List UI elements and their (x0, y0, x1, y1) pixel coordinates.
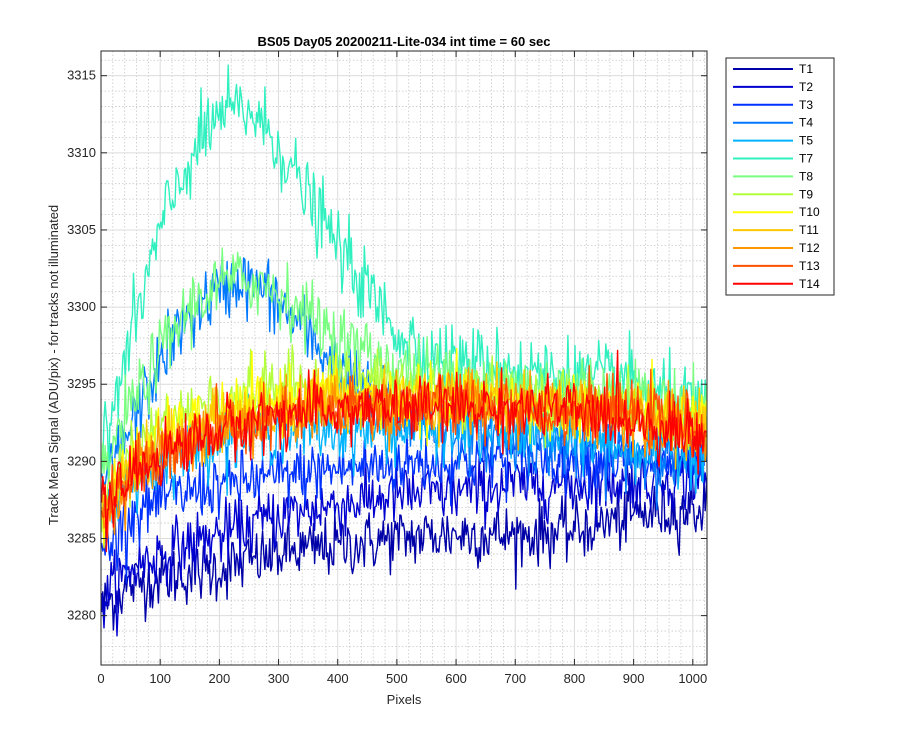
x-tick-label: 1000 (678, 671, 707, 686)
legend-label-t13: T13 (799, 259, 820, 273)
legend-label-t5: T5 (799, 134, 813, 148)
legend: T1 T2 T3 T4 T5 T7 T8 T9 T10 T11 T12 T13 T14 (725, 57, 835, 296)
legend-label-t2: T2 (799, 80, 813, 94)
y-tick-label: 3315 (67, 68, 96, 83)
x-tick-label: 600 (445, 671, 467, 686)
x-tick-label: 500 (386, 671, 408, 686)
y-tick-label: 3305 (67, 222, 96, 237)
x-tick-label: 700 (504, 671, 526, 686)
y-tick-label: 3295 (67, 376, 96, 391)
x-tick-label: 0 (97, 671, 104, 686)
x-tick-label: 300 (268, 671, 290, 686)
legend-label-t14: T14 (799, 277, 820, 291)
legend-label-t7: T7 (799, 152, 813, 166)
x-tick-label: 200 (209, 671, 231, 686)
x-tick-label: 400 (327, 671, 349, 686)
legend-label-t8: T8 (799, 169, 813, 183)
series-line-t1 (101, 472, 707, 631)
legend-label-t3: T3 (799, 98, 813, 112)
x-axis-label: Pixels (387, 692, 422, 707)
y-tick-label: 3285 (67, 530, 96, 545)
x-tick-label: 800 (564, 671, 586, 686)
legend-label-t10: T10 (799, 205, 820, 219)
x-tick-label: 900 (623, 671, 645, 686)
y-tick-label: 3280 (67, 608, 96, 623)
legend-label-t4: T4 (799, 116, 813, 130)
y-tick-labels: 3280 3285 3290 3295 3300 3305 3310 3315 (67, 68, 96, 623)
y-axis-label: Track Mean Signal (ADU/pix) - for tracks… (46, 205, 61, 525)
axis-ticks (100, 51, 707, 665)
series-line-t14 (101, 349, 707, 553)
legend-label-t1: T1 (799, 62, 813, 76)
series-line-t7 (101, 64, 707, 478)
x-tick-labels: 0 100 200 300 400 500 600 700 800 900 1000 (97, 671, 707, 686)
y-tick-label: 3300 (67, 299, 96, 314)
y-tick-label: 3310 (67, 145, 96, 160)
plot-frame (100, 50, 708, 666)
legend-label-t9: T9 (799, 187, 813, 201)
series-layer (101, 64, 707, 637)
x-tick-label: 100 (149, 671, 171, 686)
legend-label-t11: T11 (799, 223, 819, 237)
chart-title: BS05 Day05 20200211-Lite-034 int time = … (257, 34, 550, 49)
y-tick-label: 3290 (67, 453, 96, 468)
legend-label-t12: T12 (799, 241, 820, 255)
